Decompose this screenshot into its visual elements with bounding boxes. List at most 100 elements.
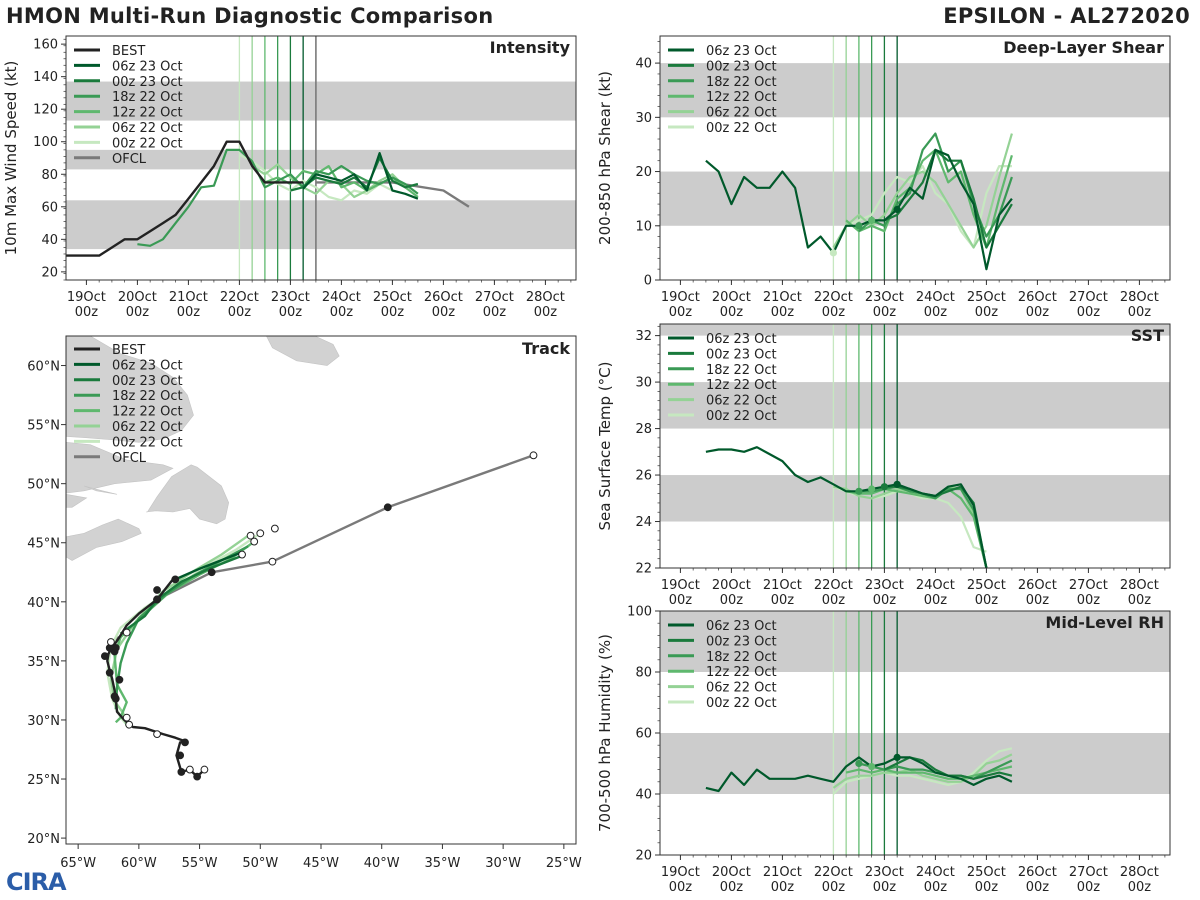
track-xtick-label: 45°W [303,856,339,871]
sst-ytick-label: 24 [635,515,652,530]
intensity-ytick-label: 140 [33,70,58,85]
sst-ylabel: Sea Surface Temp (°C) [596,361,614,530]
rh-xtick-label: 24Oct [916,865,955,880]
intensity-legend-label-18z-22-oct: 18z 22 Oct [112,90,183,105]
track-point-06z-22-oct-0 [122,713,131,722]
intensity-xtick-label: 21Oct [169,290,208,305]
track-point-ofcl-2 [153,595,161,604]
shear-legend-label-00z-23-oct: 00z 23 Oct [706,59,777,74]
sst-xtick-label: 28Oct [1120,578,1159,593]
intensity-ytick-label: 100 [33,135,58,150]
track-point-ofcl-3 [207,568,216,577]
intensity-frame [65,35,577,281]
rh-xtick-label: 23Oct [865,865,904,880]
sst-legend-label-06z-22-oct: 06z 22 Oct [706,394,777,409]
rh-xtick-label: 19Oct [661,865,700,880]
track-xtick-label: 40°W [364,856,400,871]
track-ytick-label: 20°N [27,832,60,847]
track-legend-label-00z-23-oct: 00z 23 Oct [112,374,183,389]
sst-xtick-label: 00z [822,593,846,608]
intensity-xtick-label: 00z [228,305,252,320]
track-point-00z-22-oct-1 [270,524,279,533]
rh-legend-label-06z-23-oct: 06z 23 Oct [706,619,777,634]
sst-legend-label-00z-22-oct: 00z 22 Oct [706,409,777,424]
shear-xtick-label: 27Oct [1069,290,1108,305]
sst-legend-label-12z-22-oct: 12z 22 Oct [706,378,777,393]
track-xtick-label: 60°W [121,856,157,871]
intensity-legend-label-12z-22-oct: 12z 22 Oct [112,106,183,121]
intensity-ytick-label: 120 [33,103,58,118]
track-point-best-3 [177,768,186,776]
track-point-best-9 [115,675,124,684]
shear-xtick-label: 00z [1026,305,1050,320]
shear-band-0 [660,171,1170,226]
shear-series-00z-23-oct [883,148,1013,249]
rh-xtick-label: 00z [669,880,693,895]
sst-ytick-label: 26 [635,469,652,484]
track-series-06z-23-oct [174,551,243,581]
shear-legend-label-18z-22-oct: 18z 22 Oct [706,75,777,90]
rh-xtick-label: 00z [1128,880,1152,895]
track-point-best-17 [171,575,180,584]
gaspe [66,493,88,508]
shear-ylabel: 200-850 hPa Shear (kt) [596,71,614,245]
sst-xtick-label: 00z [720,593,744,608]
sst-xtick-label: 00z [873,593,897,608]
rh-series-00z-22-oct [832,747,1013,795]
sst-xtick-label: 26Oct [1018,578,1057,593]
track-xtick-label: 55°W [182,856,218,871]
intensity-band-0 [66,200,576,250]
shear-marker-1 [868,216,876,224]
shear-marker-3 [829,249,838,257]
intensity-xtick-label: 27Oct [475,290,514,305]
track-xtick-label: 25°W [546,856,582,871]
track-point-best-10 [105,668,114,677]
sst-frame [659,323,1171,569]
shear-xtick-label: 00z [822,305,846,320]
newfoundland [146,464,230,525]
track-ytick-label: 25°N [27,773,60,788]
track-point-best-1 [193,772,202,781]
rh-legend-label-06z-22-oct: 06z 22 Oct [706,681,777,696]
track-ytick-label: 40°N [27,596,60,611]
intensity-legend-label-00z-22-oct: 00z 22 Oct [112,136,183,151]
intensity-xtick-label: 00z [279,305,303,320]
shear-xtick-label: 20Oct [712,290,751,305]
sst-marker-1 [868,485,876,493]
sst-marker-0 [855,487,863,495]
intensity-series-best [66,140,304,257]
rh-legend-label-18z-22-oct: 18z 22 Oct [706,650,777,665]
rh-xtick-label: 00z [1026,880,1050,895]
shear-ytick-label: 40 [635,57,652,72]
sst-xtick-label: 20Oct [712,578,751,593]
track-ytick-label: 60°N [27,360,60,375]
track-legend-label-00z-22-oct: 00z 22 Oct [112,435,183,450]
intensity-xtick-label: 22Oct [220,290,259,305]
track-point-best-6 [153,730,161,739]
sst-marker-2 [880,483,889,491]
rh-xtick-label: 20Oct [712,865,751,880]
intensity-ytick-label: 20 [41,265,58,280]
shear-xtick-label: 00z [669,305,693,320]
sst-legend-label-00z-23-oct: 00z 23 Oct [706,347,777,362]
intensity-legend-label-06z-23-oct: 06z 23 Oct [112,59,183,74]
sst-marker-3 [893,480,901,488]
intensity-title: Intensity [490,38,571,57]
rh-band-0 [660,733,1170,794]
sst-ytick-label: 32 [635,329,652,344]
intensity-ytick-label: 60 [41,200,58,215]
intensity-xtick-label: 19Oct [67,290,106,305]
rh-xtick-label: 25Oct [967,865,1006,880]
rh-panel: 2040608010019Oct00z20Oct00z21Oct00z22Oct… [596,605,1171,895]
intensity-xtick-label: 23Oct [271,290,310,305]
rh-ytick-label: 20 [635,849,652,864]
track-point-best-16 [153,586,161,594]
track-xtick-label: 50°W [242,856,278,871]
track-legend-label-06z-22-oct: 06z 22 Oct [112,420,183,435]
sst-ytick-label: 22 [635,562,652,577]
shear-xtick-label: 00z [1077,305,1101,320]
rh-xtick-label: 00z [924,880,948,895]
sst-ytick-label: 30 [635,376,652,391]
labrador-land [66,336,194,443]
